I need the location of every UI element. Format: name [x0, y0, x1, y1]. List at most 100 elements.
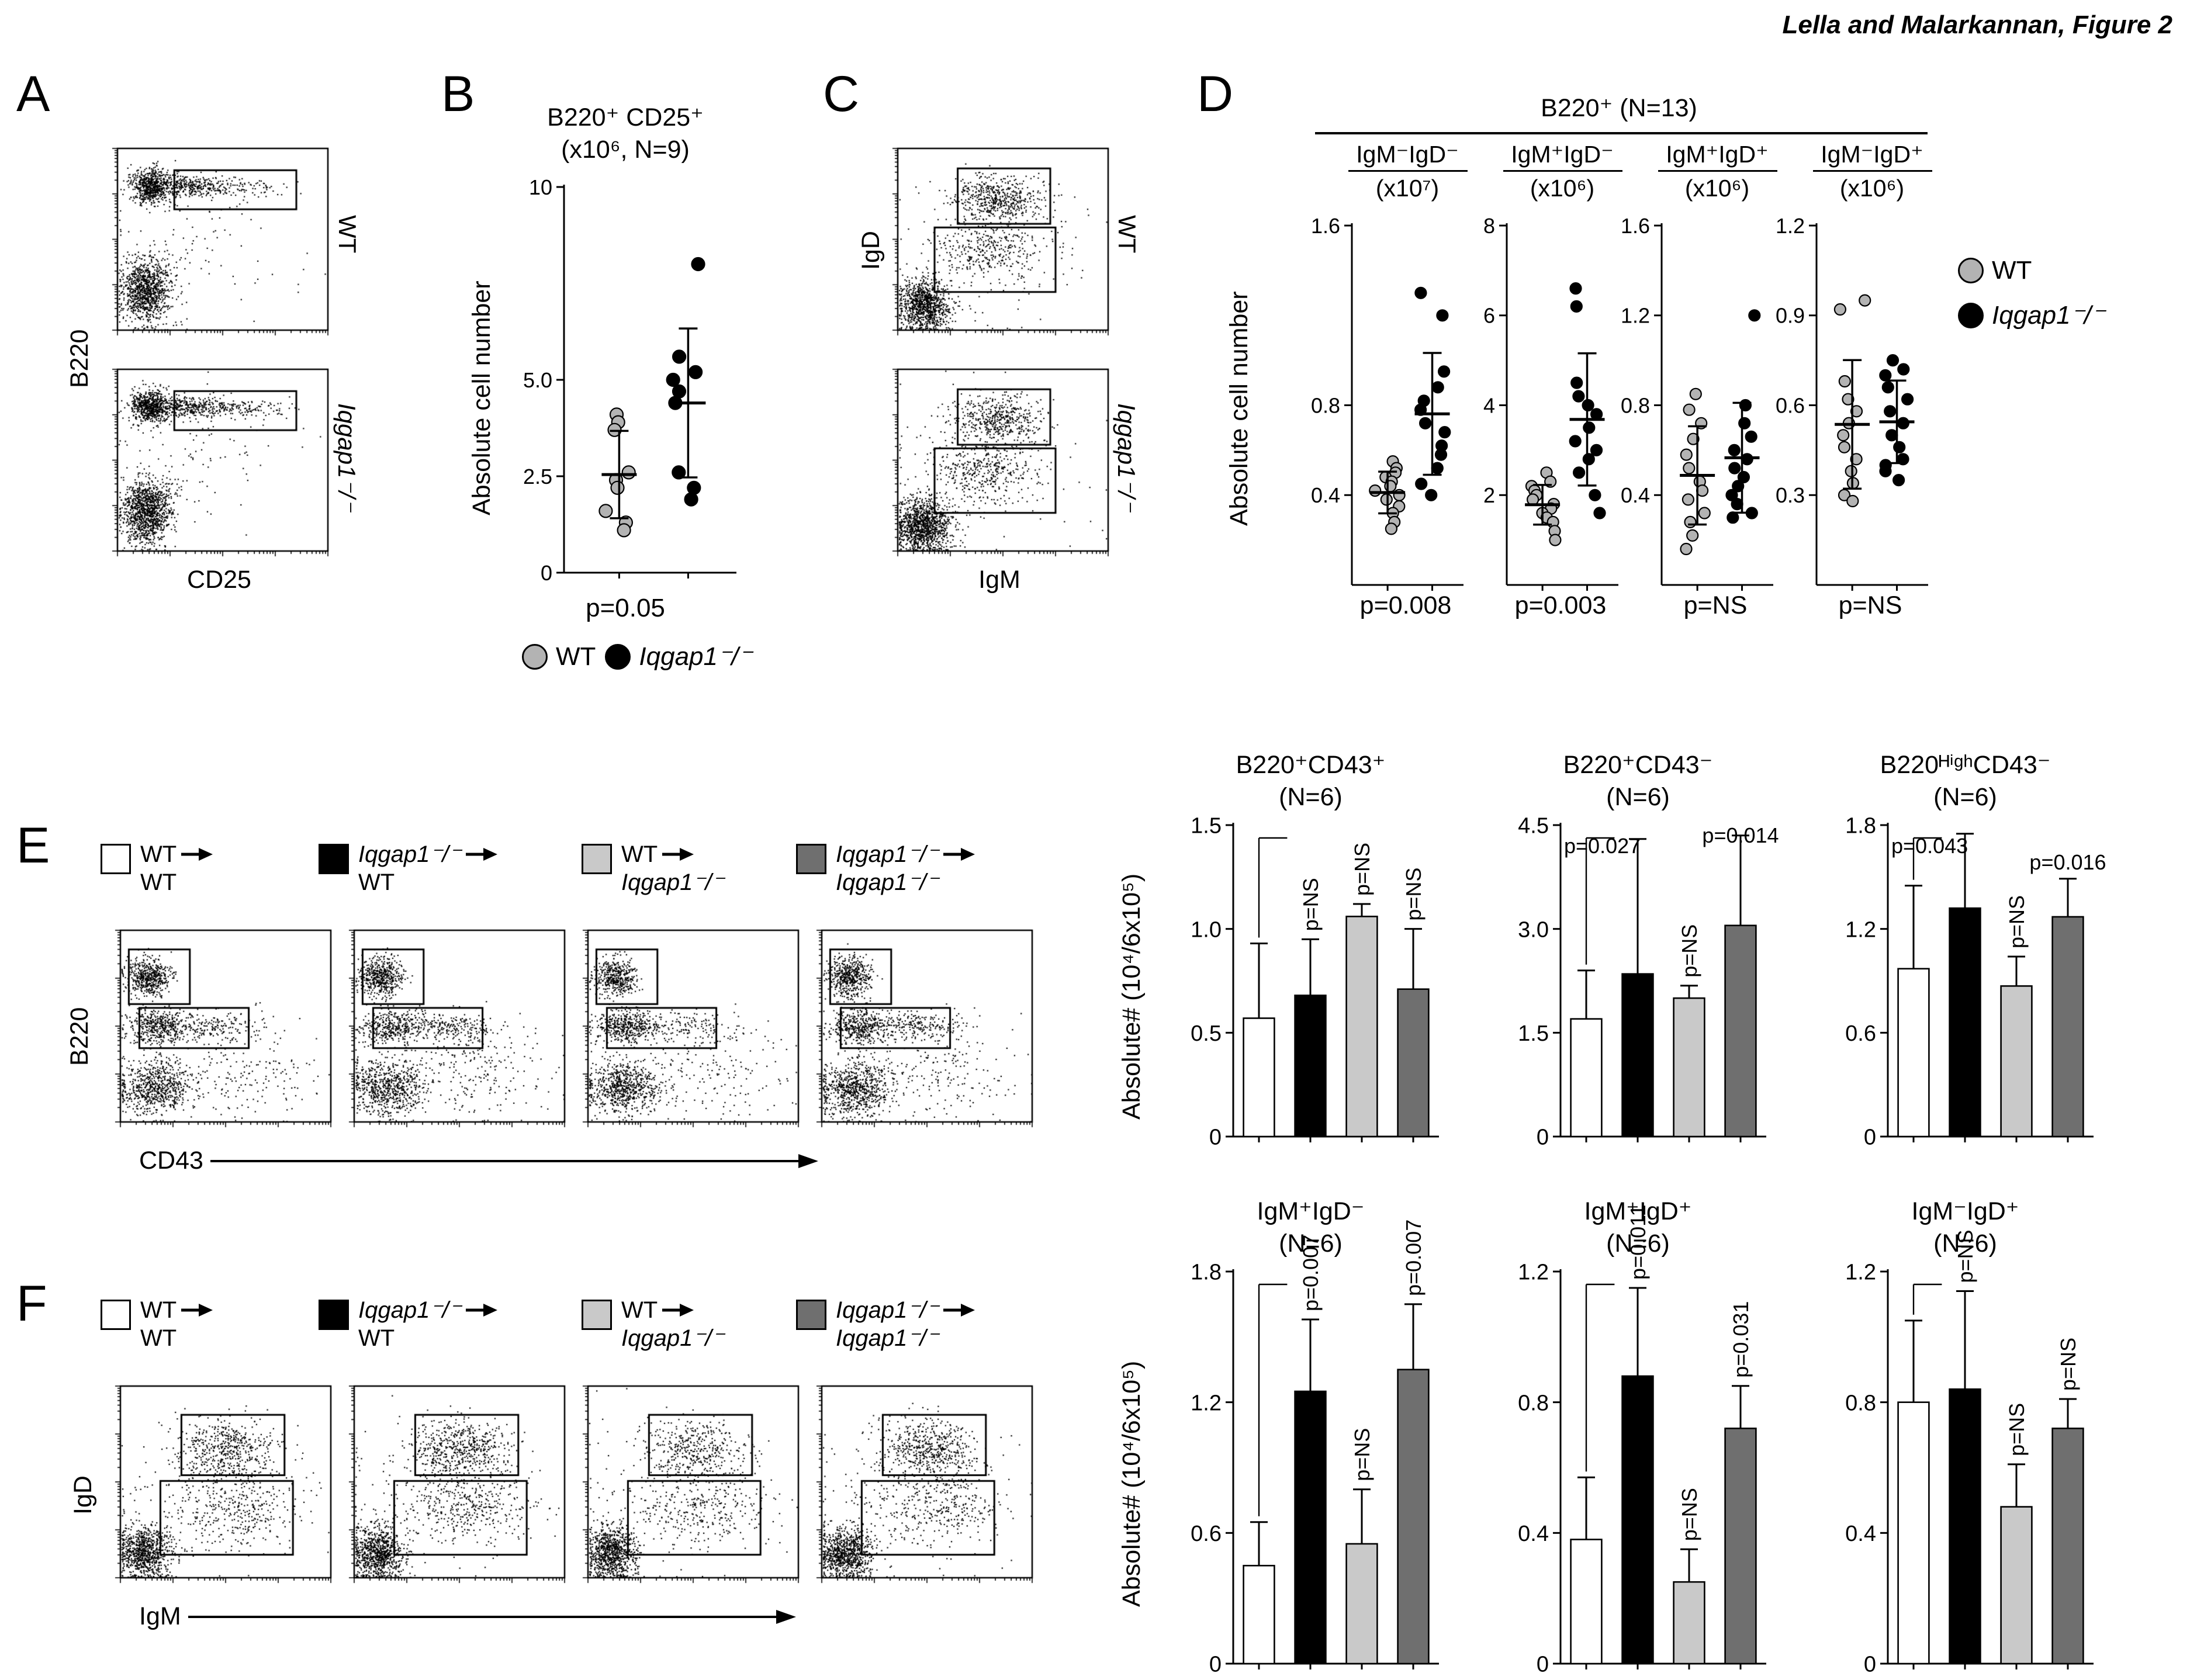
svg-text:1.0: 1.0 [1191, 917, 1222, 942]
panel-d-header-rule [1315, 132, 1928, 134]
donor-label: Iqgap1⁻/⁻ [358, 1297, 461, 1323]
svg-text:0.4: 0.4 [1621, 483, 1650, 507]
host-label: Iqgap1⁻/⁻ [621, 870, 724, 895]
white-swatch-icon [101, 1300, 131, 1330]
svg-text:0.9: 0.9 [1776, 304, 1805, 328]
d-col3-title: IgM⁺IgD⁺ [1666, 141, 1769, 168]
svg-text:0: 0 [1209, 1653, 1222, 1677]
wt-dot-icon [522, 643, 548, 670]
scatter-plot-igm-neg-igd-neg: 1.6 0.8 0.4 [1311, 214, 1463, 591]
flow-plot-e-wt-ko [579, 928, 801, 1134]
arrow-icon [943, 848, 975, 861]
panel-d-label: D [1197, 66, 1234, 122]
row-label-iqgap1-ko-c: Iqgap1⁻/⁻ [1113, 403, 1140, 511]
svg-text:4: 4 [1483, 393, 1495, 417]
d-col1-p: p=0.008 [1359, 591, 1452, 619]
bar-e1-title: B220⁺CD43⁺ [1236, 751, 1386, 779]
bar-e3-n: (N=6) [1933, 783, 1997, 811]
host-label: WT [140, 1325, 177, 1351]
flow-plot-a-ko [108, 367, 330, 563]
bar-chart-igmpos-igdpos: 1.2 0.8 0.4 0 p=0.011 p=NS p=0.031 [1518, 1204, 1766, 1677]
svg-text:1.2: 1.2 [1845, 1260, 1876, 1285]
svg-text:p=0.007: p=0.007 [1299, 1235, 1323, 1311]
x-axis-label-cd25: CD25 [187, 566, 251, 594]
ko-dot-icon [1958, 302, 1984, 328]
svg-text:p=NS: p=NS [1350, 843, 1374, 896]
flow-plot-e-ko-wt [345, 928, 567, 1134]
legend-text: Iqgap1⁻/⁻ Iqgap1⁻/⁻ [836, 1296, 976, 1352]
svg-text:1.5: 1.5 [1191, 814, 1222, 839]
svg-text:10: 10 [529, 175, 552, 199]
svg-text:0.5: 0.5 [1191, 1021, 1222, 1046]
flow-plot-c-wt [888, 146, 1110, 342]
donor-label: WT [140, 841, 177, 867]
host-label: Iqgap1⁻/⁻ [836, 1325, 939, 1351]
d-col3-unit: (x10⁶) [1684, 175, 1750, 202]
legend-text: Iqgap1⁻/⁻ Iqgap1⁻/⁻ [836, 840, 976, 896]
svg-text:p=NS: p=NS [2056, 1338, 2080, 1391]
d-col3-rule [1658, 170, 1777, 172]
bar-f2-n: (N=6) [1606, 1229, 1670, 1258]
svg-text:p=0.016: p=0.016 [2029, 850, 2106, 874]
svg-text:0.6: 0.6 [1191, 1522, 1222, 1546]
svg-text:6: 6 [1483, 304, 1495, 328]
ko-dot-icon [605, 643, 631, 670]
bar-e1-n: (N=6) [1279, 783, 1343, 811]
x-axis-igm: IgM [139, 1602, 796, 1631]
panel-a-label: A [16, 66, 50, 122]
host-label: WT [140, 870, 177, 895]
legend-item-ko-d: Iqgap1⁻/⁻ [1958, 300, 2105, 330]
darkgray-swatch-icon [796, 844, 826, 874]
svg-text:4.5: 4.5 [1518, 814, 1549, 839]
d-col2-unit: (x10⁶) [1530, 175, 1595, 202]
bar-f1-title: IgM⁺IgD⁻ [1257, 1197, 1365, 1225]
svg-text:p=NS: p=NS [1299, 878, 1323, 931]
black-swatch-icon [319, 1300, 349, 1330]
panel-d-header: B220⁺ (N=13) [1541, 94, 1697, 122]
bar-chart-b220pos-cd43pos: 1.5 1.0 0.5 0 p=NS p=NS p=NS [1191, 814, 1439, 1150]
p-value-b: p=0.05 [586, 594, 665, 622]
svg-text:0: 0 [1209, 1125, 1222, 1150]
panel-c-label: C [823, 66, 860, 122]
svg-text:0.4: 0.4 [1845, 1522, 1876, 1546]
svg-text:0: 0 [1537, 1125, 1549, 1150]
arrow-icon [181, 1304, 213, 1317]
scatter-plot-igm-neg-igd-pos: 1.2 0.9 0.6 0.3 [1776, 214, 1928, 591]
legend-text: WT WT [140, 1296, 214, 1352]
svg-text:0.6: 0.6 [1776, 393, 1805, 417]
arrow-icon [662, 848, 694, 861]
svg-text:0.8: 0.8 [1621, 393, 1650, 417]
legend-d: WT Iqgap1⁻/⁻ [1958, 256, 2105, 330]
scatter-plot-igm-pos-igd-neg: 8 6 4 2 [1483, 214, 1618, 591]
legend-ko-to-wt-f: Iqgap1⁻/⁻ WT [319, 1296, 499, 1352]
bar-e3-title: B220ᴴⁱᵍʰCD43⁻ [1880, 751, 2051, 779]
svg-text:0.8: 0.8 [1845, 1391, 1876, 1415]
panel-e-label: E [16, 818, 50, 874]
bar-chart-igmpos-igdneg: 1.8 1.2 0.6 0 p=0.007 p=NS p=0.007 [1191, 1220, 1439, 1677]
host-label: WT [358, 870, 395, 895]
y-axis-label-b220-e: B220 [65, 1007, 94, 1066]
svg-text:p=0.043: p=0.043 [1891, 834, 1968, 858]
legend-wt-to-wt-f: WT WT [101, 1296, 214, 1352]
d-col3-p: p=NS [1683, 591, 1748, 619]
flow-plot-c-ko [888, 367, 1110, 563]
bar-chart-igmneg-igdpos: 1.2 0.8 0.4 0 p=NS p=NS p=NS [1845, 1229, 2094, 1677]
svg-text:2: 2 [1483, 483, 1495, 507]
svg-text:p=NS: p=NS [1677, 924, 1701, 978]
legend-text: Iqgap1⁻/⁻ WT [358, 840, 499, 896]
darkgray-swatch-icon [796, 1300, 826, 1330]
chart-subtitle-b: (x10⁶, N=9) [561, 136, 690, 164]
bar-chart-b220high-cd43neg: 1.8 1.2 0.6 0 p=0.043 p=NSp=0.016 [1845, 814, 2106, 1150]
svg-text:1.2: 1.2 [1845, 917, 1876, 942]
svg-text:1.2: 1.2 [1518, 1260, 1549, 1285]
svg-text:2.5: 2.5 [523, 465, 552, 489]
black-swatch-icon [319, 844, 349, 874]
row-label-wt: WT [334, 215, 361, 254]
arrow-icon [943, 1304, 975, 1317]
legend-wt-to-ko-f: WT Iqgap1⁻/⁻ [582, 1296, 724, 1352]
host-label: Iqgap1⁻/⁻ [836, 870, 939, 895]
y-axis-label-igd: IgD [857, 231, 885, 270]
panel-b-label: B [441, 66, 475, 122]
svg-text:p=NS: p=NS [1402, 868, 1426, 921]
arrow-icon [662, 1304, 694, 1317]
